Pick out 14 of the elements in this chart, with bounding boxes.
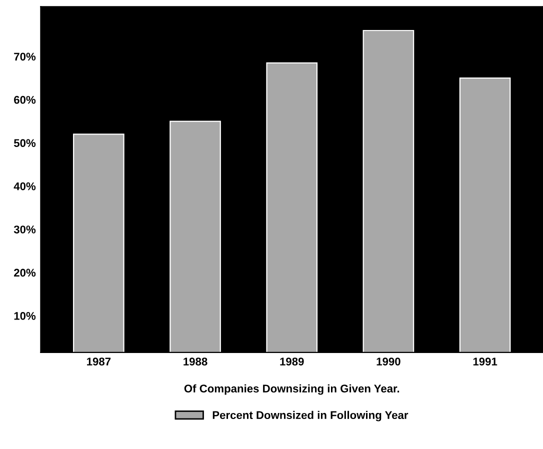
legend-label: Percent Downsized in Following Year	[212, 410, 408, 422]
y-tick-label: 40%	[14, 182, 36, 190]
y-tick-label: 10%	[14, 312, 36, 320]
x-tick-label: 1987	[87, 358, 111, 366]
x-tick-label: 1991	[473, 358, 498, 366]
y-tick-label: 60%	[14, 96, 36, 104]
x-tick-label: 1990	[376, 358, 400, 366]
y-tick-label: 20%	[14, 268, 36, 277]
x-tick-label: 1989	[280, 358, 304, 366]
x-axis-title: Of Companies Downsizing in Given Year.	[184, 384, 400, 395]
x-tick-label: 1988	[184, 358, 208, 366]
y-tick-label: 30%	[14, 226, 36, 234]
y-tick-label: 70%	[14, 52, 36, 61]
y-tick-label: 50%	[14, 139, 36, 147]
